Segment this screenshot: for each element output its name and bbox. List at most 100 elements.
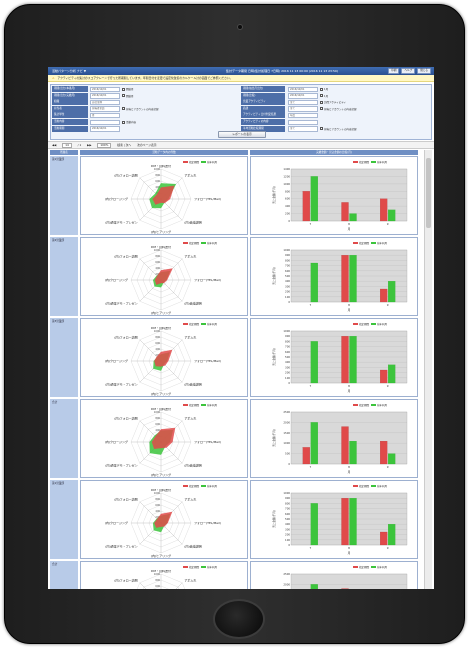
bar-previous — [310, 422, 318, 465]
form-row: 担当者 担当者全員 担当とアカウントの内容記録 商談 全て 担当とアカウントの内容記録 — [51, 105, 431, 113]
radar-tick-label: 600 — [155, 180, 160, 183]
checkbox-icon[interactable] — [320, 87, 323, 91]
form-checkbox[interactable]: 開始月 — [122, 87, 134, 92]
form-input[interactable]: 2016/10/01 — [90, 93, 120, 99]
legend-label-previous: 前年同月 — [377, 242, 388, 245]
radar-tick-label: 800 — [155, 255, 160, 258]
close-button[interactable]: 閉じる — [417, 68, 431, 74]
bar-tick-label: 1500 — [283, 431, 290, 435]
find-link[interactable]: 検索 | 次へ — [117, 143, 132, 147]
form-label: 活動期間 — [52, 125, 88, 132]
legend-label-previous: 前年同月 — [377, 161, 388, 164]
radar-tick-label: 1000 — [154, 330, 161, 333]
radar-tick-label: 400 — [155, 267, 160, 270]
form-input[interactable]: 2016/10/01 — [90, 126, 120, 132]
chart-legend: 指定期間 前年同月 — [181, 403, 217, 407]
radar-axis-label: DM・資料送付 — [151, 570, 171, 573]
form-input[interactable]: 2016/10/01 — [288, 93, 318, 99]
radar-chart: DM・資料送付アポ入れフォロー(TEL/Mail)(内)会議説明(内)ヒアリング… — [114, 570, 196, 589]
checkbox-icon[interactable] — [320, 100, 323, 104]
checkbox-icon[interactable] — [320, 94, 323, 98]
checkbox-icon[interactable] — [122, 120, 125, 124]
bar-tick-label: 1000 — [283, 329, 290, 333]
home-button[interactable] — [213, 599, 265, 639]
show-report-button[interactable]: レポートの表示 — [218, 131, 266, 138]
chart-legend: 指定期間 前年同月 — [181, 565, 217, 569]
form-checkbox[interactable]: 訪問アクティビティ — [320, 100, 346, 105]
form-checkbox[interactable]: 1月 — [320, 87, 328, 92]
form-checkbox[interactable]: 担当とアカウントの内容記録 — [122, 107, 159, 112]
form-label: 営業アクティビティ — [241, 99, 285, 106]
form-checkbox[interactable]: 1月 — [320, 94, 328, 99]
first-page-icon[interactable]: ◀◀ — [52, 143, 57, 147]
checkbox-label: 担当とアカウントの内容記録 — [126, 107, 159, 111]
radar-axis-label: (内)クロージング — [105, 196, 128, 201]
bar-tick-label: 800 — [285, 339, 290, 343]
checkbox-label: 訪問アクティビティ — [324, 101, 347, 105]
page-input[interactable]: 14 — [62, 142, 72, 148]
bar-previous — [349, 255, 357, 303]
scroll-thumb[interactable] — [426, 158, 431, 228]
radar-axis-label: (内)フォロー訪問 — [114, 497, 137, 502]
legend-label-previous: 前年同月 — [207, 323, 218, 326]
scrollbar[interactable] — [424, 150, 432, 589]
form-checkbox[interactable]: 担当とアカウントの内容記録 — [320, 127, 357, 132]
chart-legend: 指定期間 前年同月 — [351, 484, 387, 488]
radar-axis-label: アポ入れ — [184, 497, 196, 502]
bar-previous — [349, 498, 357, 546]
bar-tick-label: 100 — [285, 295, 290, 299]
form-input[interactable]: 年度 — [288, 112, 318, 119]
checkbox-icon[interactable] — [122, 107, 125, 111]
form-checkbox[interactable]: 活動内容 — [122, 120, 136, 125]
radar-axis-label: DM・資料送付 — [151, 489, 171, 492]
bar-tick-label: 300 — [285, 527, 290, 531]
radar-axis-label: (内)フォロー訪問 — [114, 578, 137, 583]
bar-tick-label: 2000 — [283, 582, 290, 586]
radar-axis-label: (内)フォロー訪問 — [114, 335, 137, 340]
radar-tick-label: 800 — [155, 174, 160, 177]
radar-cell: 指定期間 前年同月 DM・資料送付 アポ入れ フォロー(TEL/Mail) (内)会議説明… — [80, 156, 248, 235]
row-org-label: 第1営業部 — [50, 156, 78, 236]
form-input[interactable]: 月 — [90, 112, 120, 119]
checkbox-icon[interactable] — [122, 94, 125, 98]
bar-tick-label: 200 — [285, 371, 290, 375]
radar-chart: DM・資料送付アポ入れフォロー(TEL/Mail)(内)会議説明(内)ヒアリング… — [105, 327, 221, 396]
next-page-icon[interactable]: ▶▶ — [87, 143, 92, 147]
form-input[interactable]: 担当者全員 — [90, 106, 120, 112]
radar-axis-label: (内)フォロー訪問 — [114, 254, 137, 259]
checkbox-icon[interactable] — [320, 127, 323, 131]
legend-swatch-current — [183, 403, 188, 407]
row-org-label: 合計 — [50, 561, 78, 589]
print-button[interactable]: 印刷 — [388, 68, 400, 74]
filter-form: 期間(出力(本番月) 2016/10/01 開始月 期間(抽出月出力) 2016/10/… — [50, 84, 432, 140]
help-button[interactable]: ヘルプ — [401, 68, 416, 74]
radar-axis-label: (内)フォロー訪問 — [114, 173, 137, 178]
bar-category-label: 8 — [348, 546, 350, 550]
form-input[interactable] — [90, 119, 120, 125]
legend-label-current: 指定期間 — [189, 161, 200, 164]
form-input[interactable]: 全て — [288, 99, 318, 106]
form-input[interactable]: 全て — [288, 126, 318, 132]
checkbox-icon[interactable] — [320, 107, 323, 111]
bar-plot-area — [290, 168, 408, 222]
zoom-select[interactable]: 100% — [97, 142, 112, 148]
form-input[interactable]: 2016/10/01 — [90, 86, 120, 92]
form-checkbox[interactable]: 担当とアカウントの内容記録 — [320, 107, 357, 112]
legend-swatch-previous — [371, 241, 377, 245]
checkbox-icon[interactable] — [122, 87, 125, 91]
row-org-label: 第1営業部 — [50, 480, 78, 560]
bar-tick-label: 1400 — [283, 167, 290, 171]
bar-tick-label: 200 — [285, 290, 290, 294]
form-input[interactable]: 2016/10/01 — [288, 86, 318, 92]
menu-label[interactable]: 活動パターン分析 ナビ ▼ — [52, 69, 87, 73]
radar-axis-label: (内)ヒアリング — [151, 391, 171, 396]
radar-series-current — [154, 511, 173, 528]
form-input[interactable]: 自社全体 — [90, 99, 120, 106]
refresh-link[interactable]: 次のページ表示 — [137, 143, 157, 147]
bar-cell: 指定期間 前年同月 2500 2000 1500 1000 500 0 売上金額(千円) 7 8 9 月 — [250, 399, 418, 478]
legend-swatch-current — [353, 241, 358, 245]
form-checkbox[interactable]: 開始月 — [122, 94, 134, 99]
form-input[interactable]: 全て — [288, 106, 318, 112]
form-input[interactable] — [288, 119, 318, 125]
chart-legend: 指定期間 前年同月 — [181, 484, 217, 488]
